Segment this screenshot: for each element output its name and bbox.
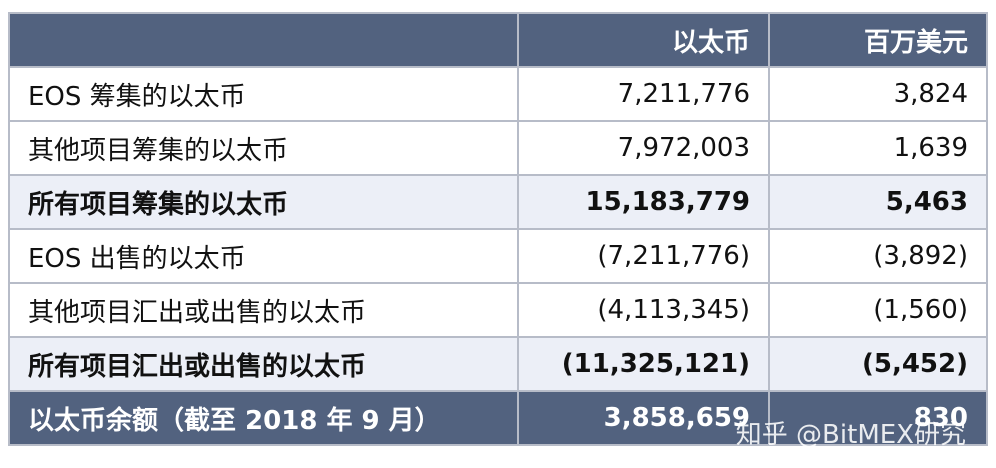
table-row: EOS 筹集的以太币 7,211,776 3,824 (8, 66, 988, 122)
row-eth: 15,183,779 (517, 174, 770, 230)
row-label: EOS 出售的以太币 (8, 228, 519, 284)
table-row: 其他项目筹集的以太币 7,972,003 1,639 (8, 120, 988, 176)
row-usd: (3,892) (768, 228, 988, 284)
table-row-total: 所有项目汇出或出售的以太币 (11,325,121) (5,452) (8, 336, 988, 392)
row-usd: (1,560) (768, 282, 988, 338)
row-label: EOS 筹集的以太币 (8, 66, 519, 122)
row-label: 其他项目汇出或出售的以太币 (8, 282, 519, 338)
eth-balance-table: 以太币 百万美元 EOS 筹集的以太币 7,211,776 3,824 其他项目… (8, 12, 988, 446)
row-usd: (5,452) (768, 336, 988, 392)
balance-usd: 830 (768, 390, 988, 446)
balance-eth: 3,858,659 (517, 390, 770, 446)
table-header-row: 以太币 百万美元 (8, 12, 988, 68)
row-eth: (11,325,121) (517, 336, 770, 392)
row-usd: 1,639 (768, 120, 988, 176)
table-row-total: 所有项目筹集的以太币 15,183,779 5,463 (8, 174, 988, 230)
row-usd: 5,463 (768, 174, 988, 230)
row-label: 所有项目汇出或出售的以太币 (8, 336, 519, 392)
balance-row: 以太币余额（截至 2018 年 9 月） 3,858,659 830 (8, 390, 988, 446)
row-eth: (7,211,776) (517, 228, 770, 284)
row-label: 其他项目筹集的以太币 (8, 120, 519, 176)
row-label: 所有项目筹集的以太币 (8, 174, 519, 230)
header-label-cell (8, 12, 519, 68)
header-usd: 百万美元 (768, 12, 988, 68)
balance-label: 以太币余额（截至 2018 年 9 月） (8, 390, 519, 446)
table-row: 其他项目汇出或出售的以太币 (4,113,345) (1,560) (8, 282, 988, 338)
header-eth: 以太币 (517, 12, 770, 68)
row-eth: 7,972,003 (517, 120, 770, 176)
watermark: 知乎 @BitMEX研究 (735, 420, 966, 450)
table-row: EOS 出售的以太币 (7,211,776) (3,892) (8, 228, 988, 284)
row-eth: 7,211,776 (517, 66, 770, 122)
row-usd: 3,824 (768, 66, 988, 122)
row-eth: (4,113,345) (517, 282, 770, 338)
